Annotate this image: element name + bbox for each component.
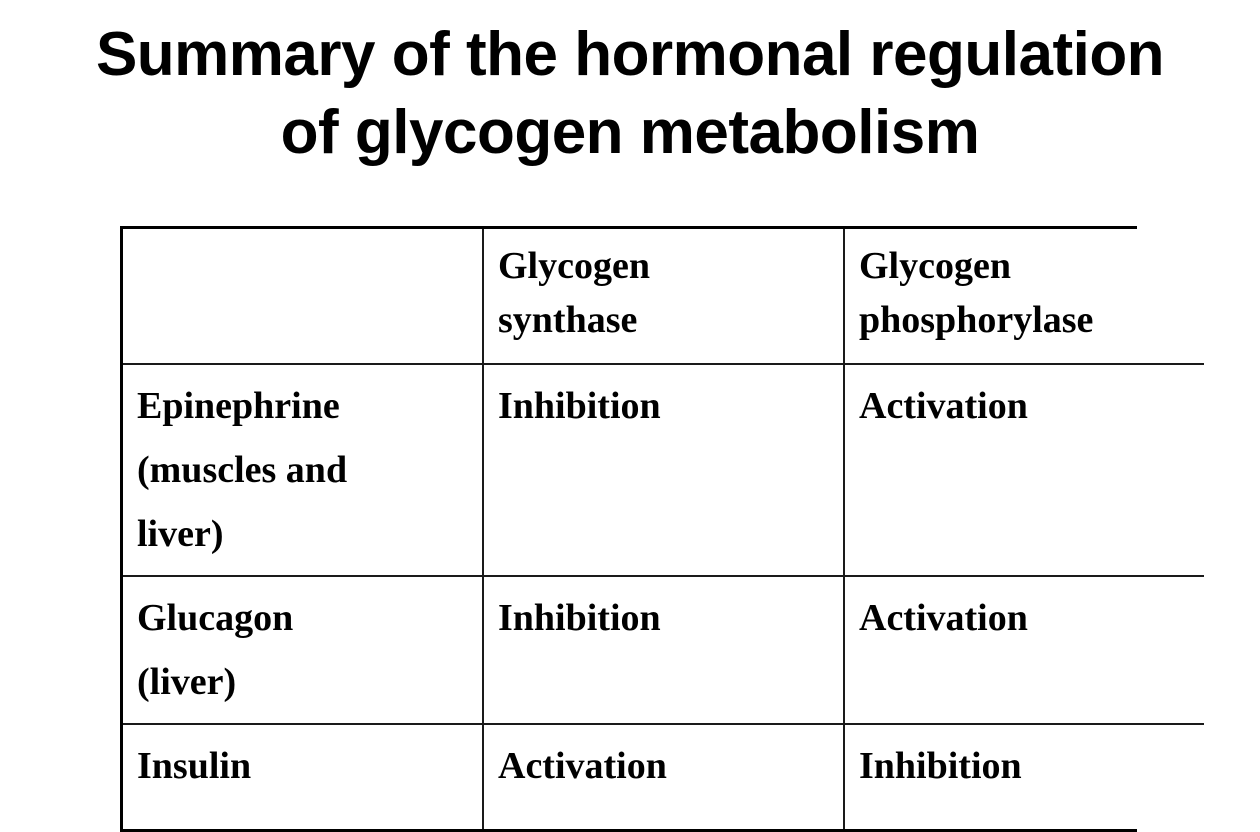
page-title: Summary of the hormonal regulation of gl… <box>95 20 1165 167</box>
cell-insulin-glycogen-synthase: Activation <box>483 724 845 829</box>
row-label-epinephrine: Epinephrine (muscles and liver) <box>123 364 484 577</box>
cell-epinephrine-glycogen-synthase: Inhibition <box>483 364 845 577</box>
table-row: Glucagon (liver) Inhibition Activation <box>123 576 1204 725</box>
cell-glucagon-glycogen-phosphorylase: Activation <box>844 576 1204 725</box>
summary-table-container: Glycogen synthase Glycogen phosphorylase… <box>120 226 1204 832</box>
hormonal-regulation-table: Glycogen synthase Glycogen phosphorylase… <box>123 229 1204 829</box>
row-label-glucagon: Glucagon (liver) <box>123 576 484 725</box>
cell-glucagon-glycogen-synthase: Inhibition <box>483 576 845 725</box>
row-label-insulin: Insulin <box>123 724 484 829</box>
table-header-glycogen-phosphorylase: Glycogen phosphorylase <box>844 229 1204 365</box>
table-row: Epinephrine (muscles and liver) Inhibiti… <box>123 364 1204 577</box>
cell-insulin-glycogen-phosphorylase: Inhibition <box>859 745 1022 787</box>
slide-canvas: Summary of the hormonal regulation of gl… <box>95 20 1204 832</box>
table-header-corner-cell <box>123 229 484 365</box>
table-header-row: Glycogen synthase Glycogen phosphorylase <box>123 229 1204 365</box>
table-body: Glycogen synthase Glycogen phosphorylase… <box>123 229 1204 829</box>
table-row: Insulin Activation Inhibition <box>123 724 1204 829</box>
table-header-glycogen-synthase: Glycogen synthase <box>483 229 845 365</box>
cell-epinephrine-glycogen-phosphorylase: Activation <box>844 364 1204 577</box>
